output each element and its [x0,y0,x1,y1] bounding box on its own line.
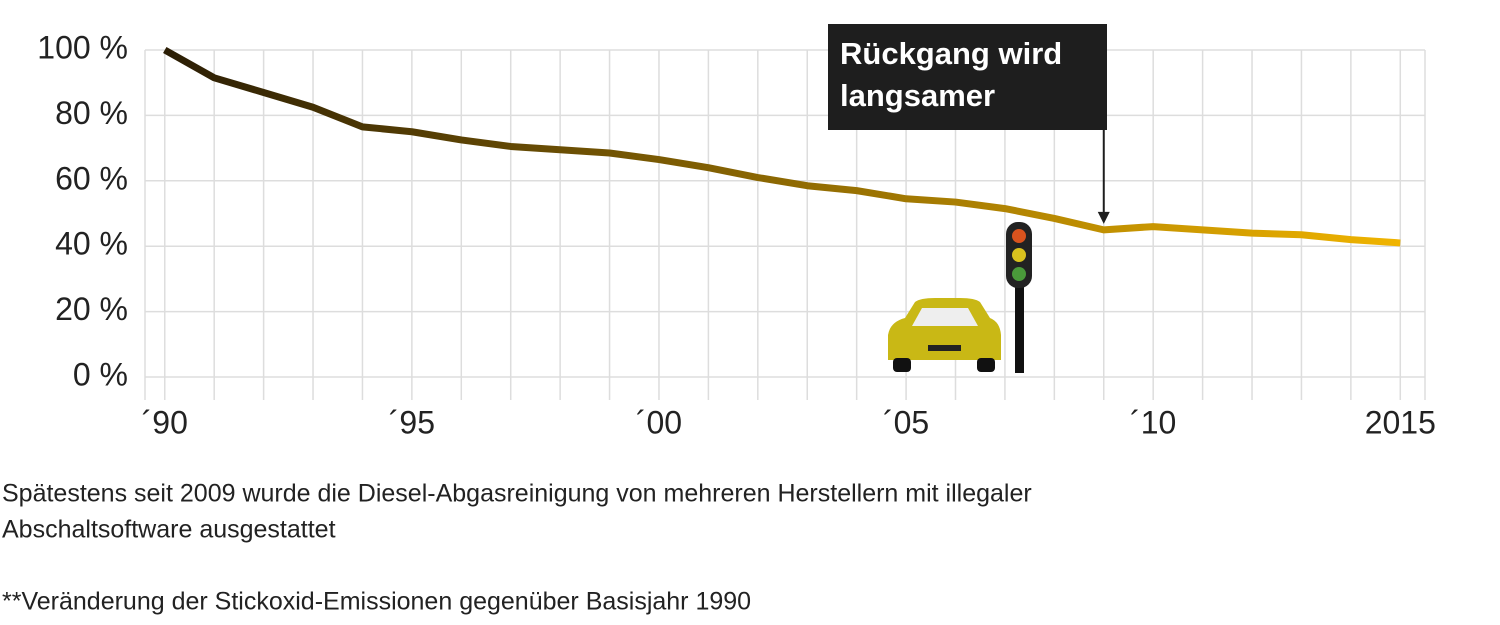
x-tick-label: ´10 [1130,404,1176,440]
y-tick-label: 20 % [55,291,128,327]
footnote: Abschaltsoftware ausgestattet [2,516,336,544]
grid [144,49,1426,400]
x-tick-label: ´95 [389,404,435,440]
y-tick-label: 40 % [55,226,128,262]
y-tick-label: 60 % [55,160,128,196]
traffic-light-icon [1006,222,1032,373]
y-tick-label: 0 % [73,356,128,392]
x-tick-label: 2015 [1365,404,1436,440]
x-tick-label: ´00 [636,404,682,440]
y-tick-label: 80 % [55,95,128,131]
footnote: **Veränderung der Stickoxid-Emissionen g… [2,588,751,616]
footnote: Spätestens seit 2009 wurde die Diesel-Ab… [2,480,1032,508]
y-tick-label: 100 % [37,29,128,65]
x-tick-label: ´90 [142,404,188,440]
annotation-box [828,24,1107,130]
data-line [163,46,1401,247]
car-icon [888,298,1001,372]
annotation-arrowhead [1097,211,1110,224]
x-tick-label: ´05 [883,404,929,440]
annotation-text: langsamer [840,78,995,113]
annotation-text: Rückgang wird [840,36,1062,71]
